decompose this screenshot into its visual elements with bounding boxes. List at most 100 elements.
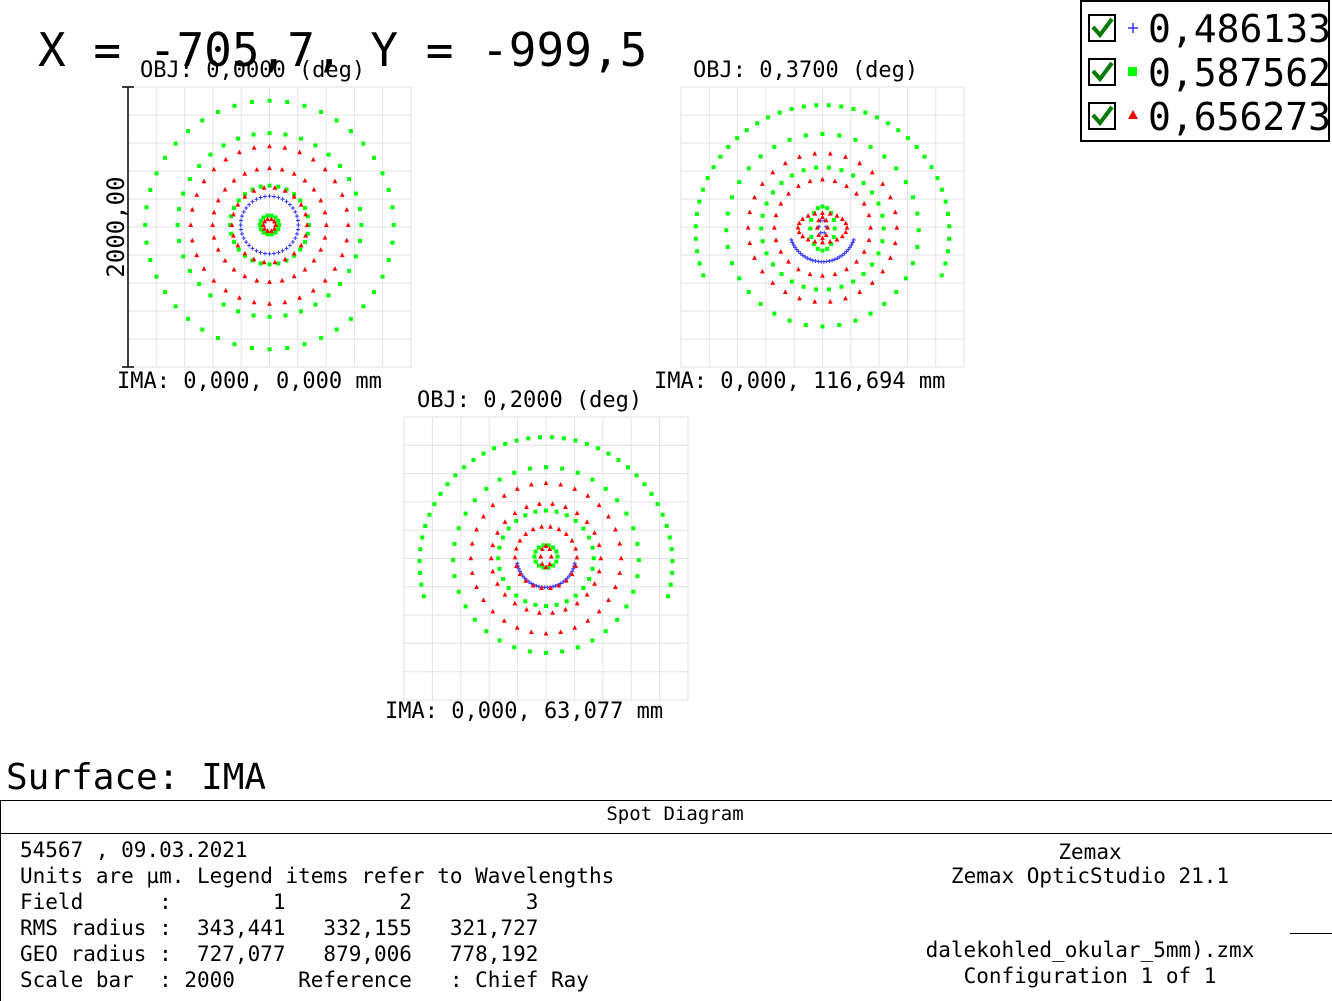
spot-point [302, 205, 307, 210]
spot-point [181, 254, 186, 259]
spot-point [534, 583, 539, 588]
spot-point [359, 223, 364, 227]
scale-bar-label: 2000,00 [102, 176, 130, 278]
field3-obj-label: OBJ: 0,2000 (deg) [417, 388, 643, 413]
spot-point [251, 145, 257, 150]
spot-point [268, 228, 274, 233]
spot-point [532, 554, 537, 559]
spot-point [515, 561, 520, 566]
wavelength-legend: 0,486133 0,587562 0,656273 [1080, 0, 1331, 142]
spot-point [870, 262, 875, 267]
spot-point [297, 149, 303, 155]
spot-point [472, 498, 477, 503]
legend-checkbox[interactable] [1088, 14, 1116, 42]
spot-point [546, 543, 551, 548]
spot-point [372, 155, 377, 160]
spot-point [189, 207, 195, 212]
spot-point [606, 451, 611, 456]
spot-point [390, 240, 395, 245]
spot-point [310, 156, 316, 162]
spot-point [866, 212, 872, 218]
spot-point [869, 169, 875, 175]
spot-point [334, 327, 339, 332]
spot-point [561, 436, 566, 441]
spot-point [302, 240, 307, 245]
spot-point [642, 482, 647, 487]
spot-point [822, 230, 827, 235]
spot-point [495, 581, 500, 586]
spot-point [302, 266, 308, 272]
spot-point [800, 233, 806, 239]
spot-point [344, 207, 350, 212]
footer-rms-row: RMS radius : 343,441 332,155 321,727 [20, 916, 539, 940]
spot-point [596, 608, 602, 614]
spot-point [268, 216, 274, 222]
spot-point [851, 237, 856, 242]
spot-point [291, 250, 297, 256]
field2-ima-label: IMA: 0,000, 116,694 mm [654, 369, 946, 394]
legend-item[interactable]: 0,587562 [1086, 52, 1331, 94]
spot-point [789, 237, 794, 242]
spot-point [541, 543, 546, 548]
spot-point [512, 600, 518, 606]
spot-point [881, 226, 886, 231]
spot-point [832, 271, 838, 277]
spot-point [825, 206, 830, 211]
spot-point [175, 223, 180, 227]
spot-point [631, 589, 636, 594]
spot-point [512, 554, 518, 560]
legend-item[interactable]: 0,656273 [1086, 96, 1331, 138]
spot-point [302, 103, 307, 108]
spot-point [795, 225, 801, 230]
spot-point [296, 223, 301, 227]
spot-point [693, 236, 698, 241]
spot-point [208, 293, 213, 298]
legend-wavelength-2: 0,587562 [1148, 51, 1332, 95]
spot-point [573, 593, 578, 598]
spot-point [814, 287, 819, 292]
spot-point [853, 137, 858, 142]
spot-point [282, 256, 288, 262]
field2-obj-label: OBJ: 0,3700 (deg) [693, 58, 919, 83]
spot-point [876, 201, 881, 206]
spot-point [773, 212, 779, 218]
spot-point [262, 194, 267, 199]
spot-point [267, 347, 272, 352]
legend-checkbox[interactable] [1088, 102, 1116, 130]
footer-id-date: 54567 , 09.03.2021 [20, 838, 248, 862]
spot-point [298, 198, 303, 203]
spot-point [537, 584, 542, 589]
spot-point [267, 262, 272, 267]
spot-point [843, 220, 849, 226]
spot-point [548, 553, 554, 559]
spot-point [778, 200, 784, 206]
spot-point [789, 279, 794, 284]
spot-point [584, 592, 590, 597]
spot-point [287, 202, 292, 207]
spot-point [839, 233, 845, 239]
legend-checkbox[interactable] [1088, 58, 1116, 86]
spot-point [827, 239, 833, 244]
spot-point [298, 247, 303, 252]
spot-point [221, 143, 226, 148]
spot-point [194, 192, 200, 197]
spot-point [861, 249, 867, 254]
spot-point [584, 441, 589, 446]
legend-item[interactable]: 0,486133 [1086, 8, 1331, 50]
triangle-marker-icon [1128, 110, 1138, 119]
spot-point [832, 226, 837, 231]
spot-point [770, 169, 776, 175]
spot-point [613, 526, 618, 532]
spot-diagram-plots [122, 86, 965, 701]
spot-point [280, 248, 285, 253]
spot-point [807, 271, 813, 277]
spot-point [861, 200, 867, 206]
spot-point [618, 555, 624, 561]
spot-point [874, 115, 879, 120]
spot-point [420, 535, 425, 540]
spot-point [229, 222, 235, 227]
spot-point [573, 438, 578, 443]
spot-point [826, 287, 831, 292]
spot-point [186, 129, 191, 134]
spot-point [247, 243, 252, 248]
